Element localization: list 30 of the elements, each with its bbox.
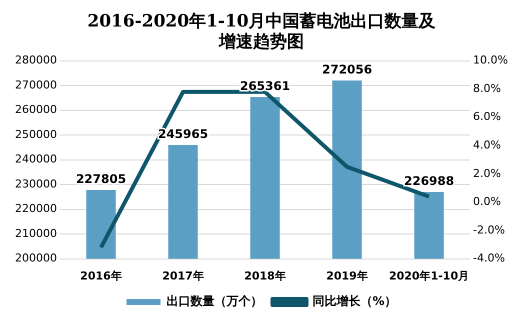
- y-tick-label: 200000: [14, 252, 57, 265]
- text: 增速趋势图: [219, 32, 304, 52]
- x-tick-label: 2017年: [162, 269, 204, 282]
- legend-label: 同比增长（%）: [312, 294, 397, 308]
- y-tick-label: 240000: [14, 152, 57, 166]
- data-label: 226988: [404, 174, 454, 188]
- y-tick-label: 260000: [14, 103, 57, 116]
- y-tick-label: 210000: [14, 226, 57, 240]
- y2-tick-label: 2.0%: [473, 166, 502, 180]
- y-tick-label: 230000: [14, 177, 57, 190]
- legend-label: 出口数量（万个）: [166, 294, 262, 308]
- x-tick-label: 2016年: [80, 269, 122, 282]
- y2-tick-label: 8.0%: [473, 82, 502, 95]
- y-tick-label: 220000: [14, 202, 57, 216]
- y-tick-label: 280000: [14, 54, 57, 67]
- y-tick-label: 270000: [14, 78, 57, 92]
- y2-tick-label: 10.0%: [473, 54, 508, 67]
- data-label: 265361: [240, 79, 290, 94]
- data-label: 227805: [76, 172, 126, 186]
- y2-tick-label: -4.0%: [473, 252, 505, 265]
- data-label: 272056: [322, 62, 372, 77]
- x-tick-label: 2018年: [244, 269, 286, 282]
- x-tick-label: 2019年: [326, 269, 368, 282]
- y2-tick-label: 0.0%: [473, 195, 502, 208]
- x-tick-label: 2020年1-10月: [388, 269, 470, 282]
- text: 2016-2020年1-10月中国蓄电池出口数量及: [87, 12, 436, 32]
- y2-tick-label: 6.0%: [473, 110, 502, 124]
- y2-tick-label: 4.0%: [473, 138, 502, 152]
- y2-tick-label: -2.0%: [473, 223, 505, 236]
- y-tick-label: 250000: [14, 128, 57, 141]
